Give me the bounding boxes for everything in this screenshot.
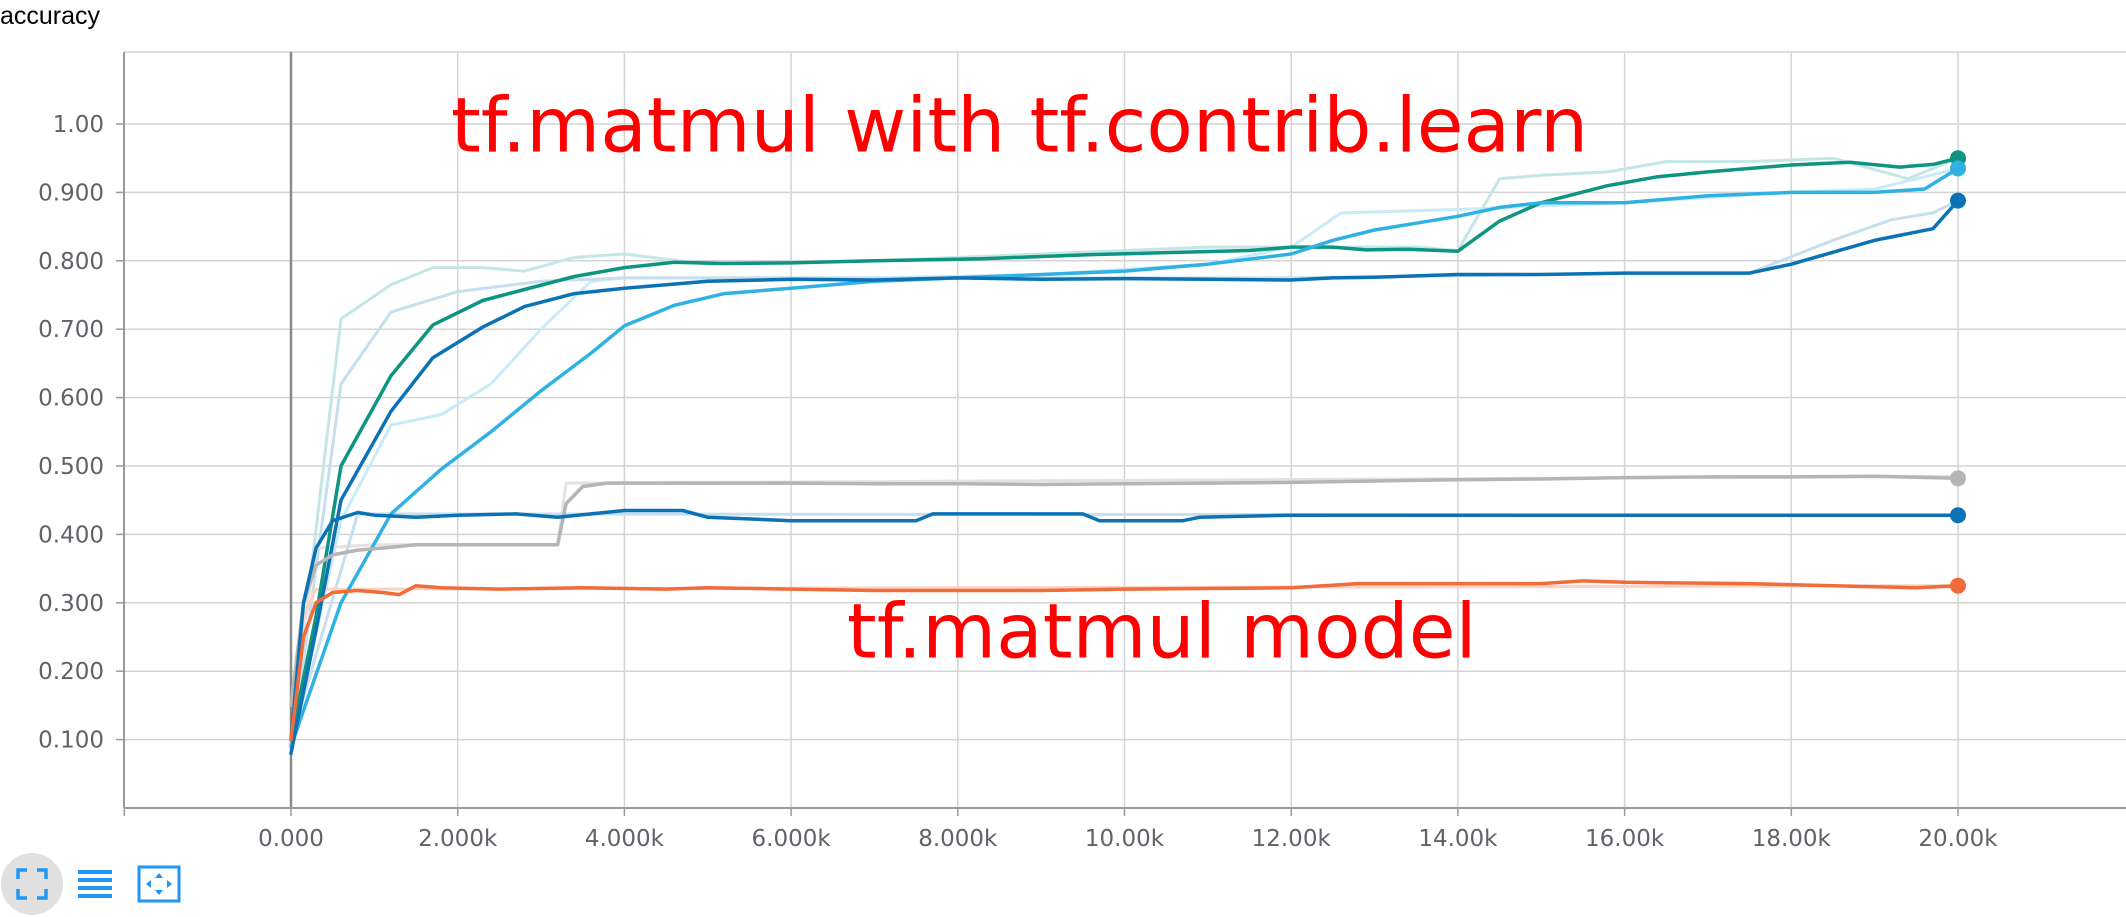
chart-plot: 0.100 0.200 0.300 0.400 0.500 0.600 0.700 0.800…	[38, 51, 2126, 850]
tick-labels: 0.100 0.200 0.300 0.400 0.500 0.600 0.700 0.800…	[38, 112, 1998, 850]
series-line	[289, 156, 1960, 742]
chart-annotation: tf.matmul with tf.contrib.learn	[451, 80, 1588, 169]
series-line	[289, 198, 1960, 756]
chart-title: accuracy	[0, 2, 101, 30]
series-line	[289, 579, 1960, 742]
raw-series-line	[289, 156, 1959, 740]
x-tick-label: 8.000k	[918, 826, 998, 850]
x-tick-label: 6.000k	[752, 826, 832, 850]
axes	[116, 52, 2126, 816]
y-tick-label: 0.100	[38, 728, 104, 754]
y-tick-label: 0.400	[38, 522, 104, 548]
series-end-point	[1950, 577, 1966, 594]
x-tick-label: 20.00k	[1918, 826, 1998, 850]
series-end-point	[1950, 160, 1966, 177]
series-line	[289, 166, 1960, 749]
y-tick-label: 1.00	[53, 112, 104, 138]
x-tick-label: 2.000k	[418, 826, 498, 850]
y-tick-label: 0.500	[38, 454, 104, 480]
annotations: tf.matmul with tf.contrib.learn tf.matmul…	[451, 80, 1588, 675]
fit-domain-icon	[137, 865, 181, 903]
x-tick-label: 16.00k	[1585, 826, 1665, 850]
series-end-point	[1950, 507, 1966, 524]
series-end-point	[1950, 192, 1966, 209]
series-line	[289, 508, 1960, 742]
lines-icon	[78, 870, 112, 898]
chart-annotation: tf.matmul model	[847, 587, 1477, 676]
y-tick-label: 0.800	[38, 249, 104, 275]
x-tick-label: 4.000k	[585, 826, 665, 850]
fit-domain-button[interactable]	[128, 853, 190, 915]
y-tick-label: 0.200	[38, 659, 104, 685]
x-tick-label: 14.00k	[1418, 826, 1498, 850]
smoothed-series-layer	[289, 150, 1966, 756]
x-tick-label: 0.000	[258, 826, 324, 850]
x-tick-label: 10.00k	[1085, 826, 1165, 850]
y-tick-label: 0.700	[38, 317, 104, 343]
fullscreen-button[interactable]	[1, 853, 63, 915]
y-tick-label: 0.900	[38, 180, 104, 206]
grid-lines	[124, 51, 2126, 808]
series-end-point	[1950, 470, 1966, 487]
x-tick-label: 18.00k	[1752, 826, 1832, 850]
x-tick-label: 12.00k	[1252, 826, 1332, 850]
fullscreen-icon	[16, 868, 48, 900]
series-line	[289, 474, 1960, 708]
y-tick-label: 0.600	[38, 386, 104, 412]
toggle-log-scale-button[interactable]	[64, 853, 126, 915]
y-tick-label: 0.300	[38, 591, 104, 617]
